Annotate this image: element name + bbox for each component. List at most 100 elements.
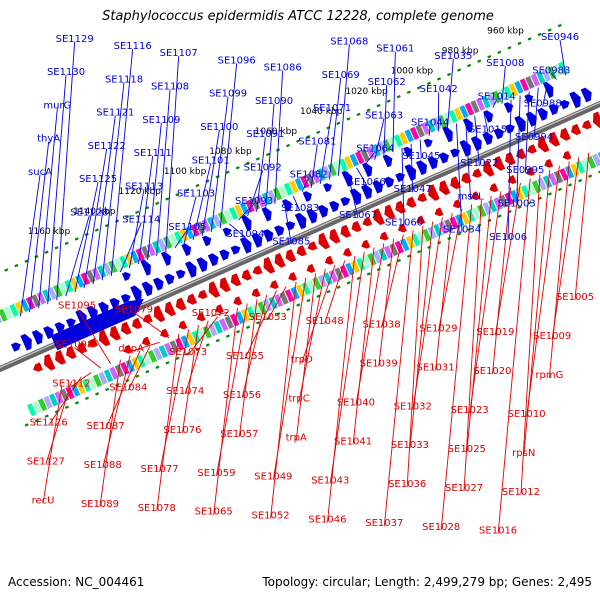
forward-feature-block	[31, 294, 41, 308]
gene-label-se1108: SE1108	[151, 82, 189, 93]
gene-label-se1019: SE1019	[476, 327, 514, 338]
tick-dot	[114, 219, 120, 223]
forward-gene-arrow	[470, 136, 482, 151]
gene-label-se1130: SE1130	[47, 67, 85, 78]
forward-feature-block	[420, 122, 431, 135]
tick-dot	[487, 54, 492, 59]
gene-label-se1012: SE1012	[502, 487, 540, 498]
kbp-label: 1160 kbp	[28, 227, 71, 237]
reverse-gene-arrow	[395, 200, 406, 214]
forward-feature-block	[305, 172, 316, 186]
gene-label-line	[156, 333, 180, 511]
reverse-gene-arrow	[461, 172, 472, 184]
forward-gene-arrow	[239, 237, 252, 254]
reverse-feature-block	[219, 318, 229, 332]
gene-label-se1105: SE1105	[168, 222, 206, 233]
gene-label-se1039: SE1039	[360, 359, 398, 370]
gene-label-line	[440, 204, 473, 530]
forward-gene-arrow	[65, 318, 76, 328]
reverse-feature-block	[147, 349, 158, 363]
gene-label-se0995: SE0995	[506, 165, 544, 176]
forward-feature-block	[409, 126, 420, 140]
reverse-feature-block	[323, 272, 333, 286]
tick-dot	[24, 423, 29, 427]
forward-gene-arrow	[329, 200, 340, 213]
forward-gene-arrow	[54, 322, 65, 334]
gene-label-line	[138, 156, 154, 265]
forward-feature-block	[42, 289, 52, 303]
gene-label-se1116: SE1116	[114, 41, 152, 52]
gene-label-line	[319, 111, 333, 184]
forward-gene-arrow	[383, 176, 395, 188]
forward-feature-block	[223, 209, 233, 223]
gene-label-line	[165, 56, 180, 253]
tick-dot	[296, 303, 301, 307]
forward-gene-arrow	[219, 249, 230, 261]
forward-gene-arrow	[404, 164, 416, 181]
gene-label-line	[378, 238, 395, 367]
reverse-feature-block	[180, 335, 190, 349]
forward-gene-arrow	[323, 183, 332, 193]
gene-label-line	[292, 195, 301, 212]
gene-label-line	[73, 347, 102, 369]
forward-gene-arrow	[241, 215, 252, 232]
gene-label-line	[295, 273, 316, 441]
forward-gene-arrow	[459, 140, 471, 157]
forward-feature-block	[459, 105, 469, 119]
gene-label-se1032: SE1032	[394, 401, 432, 412]
gene-label-line	[524, 91, 530, 174]
gene-label-line	[310, 144, 318, 188]
tick-dot	[366, 108, 371, 112]
gene-label-se1100: SE1100	[200, 122, 238, 133]
forward-feature-block	[547, 66, 557, 80]
reverse-feature-block	[372, 250, 383, 264]
gene-label-line	[401, 147, 405, 226]
tick-dot	[95, 392, 100, 396]
reverse-feature-block	[92, 374, 103, 388]
reverse-feature-block	[202, 325, 212, 339]
tick-dot	[175, 356, 180, 361]
reverse-feature-block	[37, 398, 48, 412]
gene-label-se1057: SE1057	[220, 429, 258, 440]
tick-dot	[406, 90, 411, 94]
gene-label-line	[274, 70, 284, 204]
gene-label-se1022: SE1022	[460, 158, 498, 169]
tick-dot	[578, 178, 583, 183]
forward-gene-arrow	[140, 259, 151, 276]
reverse-gene-arrow	[230, 273, 242, 287]
tick-dot	[235, 329, 241, 334]
gene-label-se1047: SE1047	[394, 184, 432, 195]
forward-feature-block	[492, 90, 502, 104]
gene-label-line	[183, 196, 197, 245]
gene-label-line	[437, 208, 463, 332]
gene-label-line	[247, 170, 264, 217]
reverse-feature-block	[416, 231, 426, 245]
forward-feature-block	[382, 139, 392, 152]
gene-label-se1015: SE1015	[469, 125, 507, 136]
gene-label-line	[548, 161, 570, 378]
reverse-feature-block	[405, 235, 416, 249]
gene-label-line	[83, 148, 108, 289]
reverse-feature-block	[581, 158, 591, 172]
tick-dot	[14, 263, 19, 268]
reverse-gene-arrow	[571, 123, 582, 136]
reverse-feature-block	[345, 262, 355, 276]
forward-gene-arrow	[493, 128, 504, 140]
reverse-feature-block	[257, 301, 267, 315]
forward-gene-arrow	[416, 160, 427, 176]
reverse-gene-arrow	[306, 263, 316, 273]
gene-label-recu: recU	[32, 495, 55, 506]
reverse-gene-arrow	[343, 247, 352, 257]
gene-label-line	[501, 66, 506, 104]
forward-feature-block	[464, 102, 475, 116]
kbp-label: 1020 kbp	[345, 87, 388, 97]
forward-feature-block	[47, 286, 58, 300]
reverse-gene-arrow	[439, 180, 451, 196]
reverse-gene-arrow	[329, 228, 341, 244]
gene-label-line	[406, 225, 424, 488]
forward-feature-block	[470, 100, 480, 114]
tick-dot	[94, 228, 99, 232]
tick-dot	[296, 139, 301, 143]
gene-label-se1074: SE1074	[166, 386, 204, 397]
tick-dot	[457, 68, 462, 72]
